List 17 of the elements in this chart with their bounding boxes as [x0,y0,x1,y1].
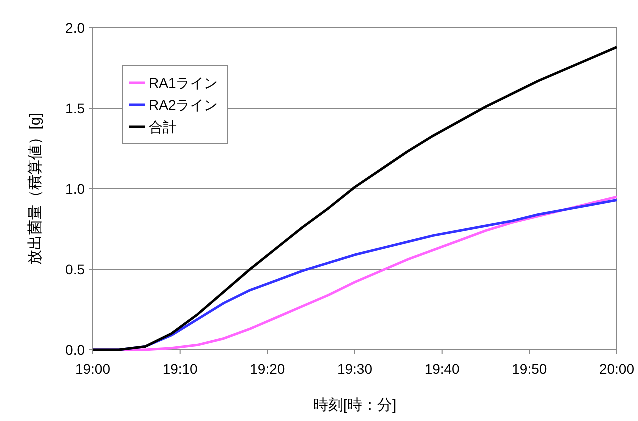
x-axis-title: 時刻[時：分] [313,397,397,414]
y-tick-label: 0.5 [66,262,86,278]
y-tick-label: 2.0 [66,20,86,36]
y-tick-label: 1.5 [66,100,86,116]
x-tick-label: 19:00 [75,361,111,377]
x-tick-label: 19:50 [512,361,548,377]
x-tick-label: 19:30 [337,361,373,377]
legend-label: RA1ライン [149,75,218,91]
y-tick-label: 1.0 [66,181,86,197]
legend-label: RA2ライン [149,97,218,113]
legend-label: 合計 [149,119,177,135]
y-axis-title: 放出菌量（積算値）[g] [27,113,44,265]
x-tick-label: 19:40 [424,361,460,377]
x-tick-label: 19:20 [250,361,286,377]
x-tick-label: 19:10 [162,361,198,377]
x-tick-label: 20:00 [599,361,635,377]
y-tick-label: 0.0 [66,342,86,358]
